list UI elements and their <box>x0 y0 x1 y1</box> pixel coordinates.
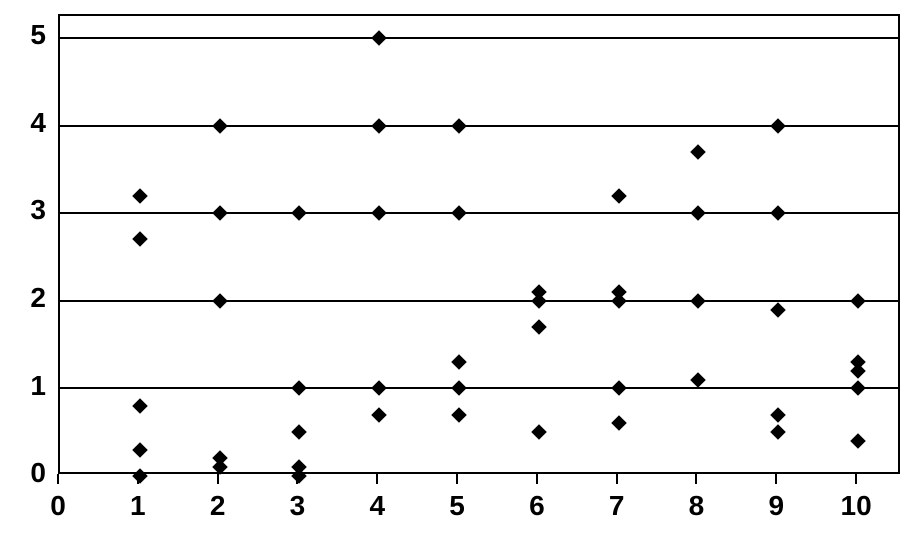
data-point <box>212 205 228 221</box>
data-point <box>371 381 387 397</box>
x-tick-mark <box>57 474 59 484</box>
scatter-chart: 0 1 2 3 4 5 0 1 2 3 4 5 6 7 8 9 10 <box>0 0 913 536</box>
data-point <box>451 354 467 370</box>
x-tick-label: 1 <box>130 490 146 522</box>
data-point <box>292 205 308 221</box>
data-point <box>132 188 148 204</box>
data-point <box>850 293 866 309</box>
data-point <box>371 407 387 423</box>
x-tick-mark <box>855 474 857 484</box>
gridline-horizontal <box>60 300 898 302</box>
y-tick-label: 4 <box>30 107 46 139</box>
x-tick-label: 5 <box>449 490 465 522</box>
data-point <box>292 381 308 397</box>
x-tick-mark <box>376 474 378 484</box>
data-point <box>292 424 308 440</box>
x-tick-label: 8 <box>689 490 705 522</box>
x-tick-mark <box>695 474 697 484</box>
y-tick-label: 2 <box>30 282 46 314</box>
x-tick-mark <box>456 474 458 484</box>
data-point <box>132 442 148 458</box>
data-point <box>771 302 787 318</box>
y-tick-label: 1 <box>30 370 46 402</box>
data-point <box>611 381 627 397</box>
x-tick-label: 0 <box>50 490 66 522</box>
y-tick-label: 3 <box>30 194 46 226</box>
data-point <box>771 118 787 134</box>
data-point <box>691 372 707 388</box>
data-point <box>691 144 707 160</box>
data-point <box>850 433 866 449</box>
data-point <box>850 381 866 397</box>
data-point <box>371 30 387 46</box>
x-tick-mark <box>137 474 139 484</box>
data-point <box>611 188 627 204</box>
x-tick-mark <box>616 474 618 484</box>
x-tick-label: 2 <box>210 490 226 522</box>
x-tick-mark <box>296 474 298 484</box>
x-tick-label: 4 <box>369 490 385 522</box>
data-point <box>212 293 228 309</box>
y-tick-label: 5 <box>30 19 46 51</box>
x-tick-label: 3 <box>290 490 306 522</box>
gridline-horizontal <box>60 37 898 39</box>
data-point <box>132 398 148 414</box>
data-point <box>771 424 787 440</box>
data-point <box>451 205 467 221</box>
data-point <box>611 416 627 432</box>
x-tick-mark <box>217 474 219 484</box>
data-point <box>451 381 467 397</box>
data-point <box>451 407 467 423</box>
data-point <box>691 205 707 221</box>
data-point <box>371 205 387 221</box>
data-point <box>691 293 707 309</box>
plot-area <box>58 14 900 474</box>
data-point <box>451 118 467 134</box>
data-point <box>771 205 787 221</box>
x-tick-mark <box>775 474 777 484</box>
x-tick-label: 10 <box>841 490 872 522</box>
data-point <box>132 232 148 248</box>
x-tick-label: 9 <box>768 490 784 522</box>
data-point <box>771 407 787 423</box>
data-point <box>371 118 387 134</box>
x-tick-mark <box>536 474 538 484</box>
x-tick-label: 6 <box>529 490 545 522</box>
gridline-horizontal <box>60 387 898 389</box>
data-point <box>132 468 148 484</box>
data-point <box>531 319 547 335</box>
y-tick-label: 0 <box>30 457 46 489</box>
data-point <box>212 118 228 134</box>
x-tick-label: 7 <box>609 490 625 522</box>
data-point <box>531 424 547 440</box>
